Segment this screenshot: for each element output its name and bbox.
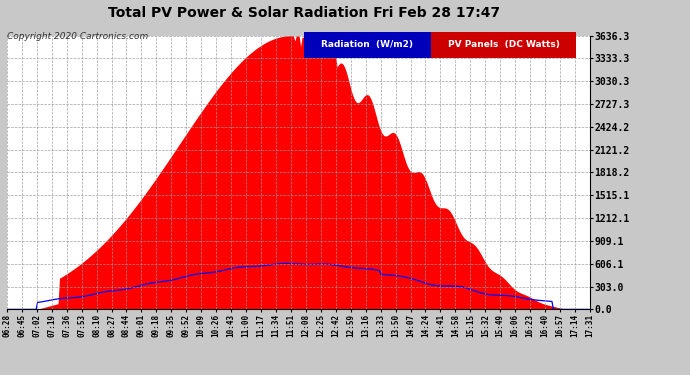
Text: Total PV Power & Solar Radiation Fri Feb 28 17:47: Total PV Power & Solar Radiation Fri Feb… (108, 6, 500, 20)
Text: Copyright 2020 Cartronics.com: Copyright 2020 Cartronics.com (7, 32, 148, 41)
Text: Radiation  (W/m2): Radiation (W/m2) (322, 40, 413, 50)
Text: PV Panels  (DC Watts): PV Panels (DC Watts) (448, 40, 560, 50)
